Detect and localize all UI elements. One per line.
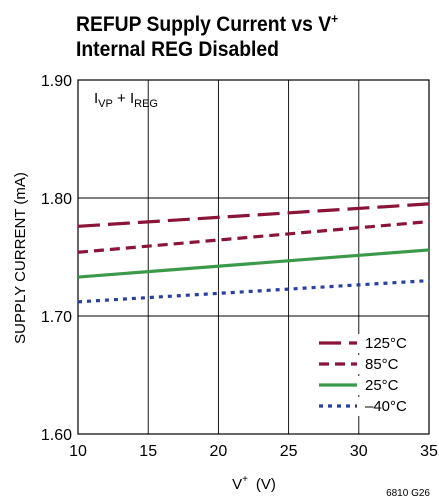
legend-label-0: 125°C — [365, 335, 407, 352]
legend-bg-0 — [315, 334, 427, 353]
y-tick-label: 1.70 — [41, 309, 72, 326]
y-axis-label: SUPPLY CURRENT (mA) — [12, 172, 29, 344]
plot-frame — [77, 79, 430, 435]
x-axis-label: V+ (V) — [232, 474, 276, 493]
legend-label-3: –40°C — [365, 398, 407, 415]
x-tick-labels: 10 15 20 25 30 35 — [69, 443, 438, 460]
series-line-3 — [77, 279, 430, 304]
chart-title-line2: Internal REG Disabled — [76, 38, 279, 61]
legend-label-2: 25°C — [365, 377, 399, 394]
chart-title-line1: REFUP Supply Current vs V+ — [76, 11, 339, 36]
y-tick-label: 1.90 — [41, 73, 72, 90]
x-tick-label: 35 — [420, 443, 438, 460]
x-tick-label: 10 — [69, 443, 87, 460]
y-tick-label: 1.80 — [41, 191, 72, 208]
legend-label-1: 85°C — [365, 356, 399, 373]
legend: 125°C 85°C 25°C –40°C — [315, 334, 427, 416]
legend-bg-3 — [315, 397, 427, 416]
series-line-1 — [77, 220, 430, 254]
current-annotation: IVP + IREG — [94, 90, 158, 110]
x-tick-label: 30 — [350, 443, 368, 460]
series-line-0 — [77, 202, 430, 228]
series-line-2 — [77, 248, 430, 279]
y-tick-labels: 1.60 1.70 1.80 1.90 — [41, 73, 72, 444]
series-group — [77, 202, 430, 304]
figure-code: 6810 G26 — [386, 488, 430, 499]
legend-bg-2 — [315, 376, 427, 395]
legend-bg-1 — [315, 355, 427, 374]
x-tick-label: 20 — [210, 443, 228, 460]
y-tick-label: 1.60 — [41, 427, 72, 444]
x-tick-label: 15 — [139, 443, 157, 460]
x-tick-label: 25 — [280, 443, 298, 460]
chart-title: REFUP Supply Current vs V+ Internal REG … — [76, 6, 338, 62]
